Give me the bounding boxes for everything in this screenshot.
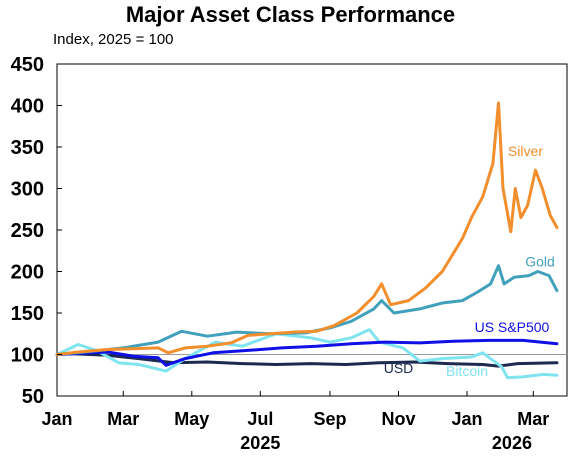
y-tick-label: 250 [11,220,44,242]
y-tick-label: 450 [11,54,44,76]
y-tick-label: 100 [11,345,44,367]
y-tick-label: 150 [11,303,44,325]
series-line-silver [55,101,559,356]
y-tick-label: 200 [11,262,44,284]
chart-subtitle: Index, 2025 = 100 [53,31,174,48]
x-tick-label: May [174,409,209,429]
x-tick-label: Jan [41,409,72,429]
series-line-us-s-p500 [55,338,559,367]
x-tick-label: Mar [517,409,549,429]
axis-layer: 50 100 150 200 250 300 350 400 450 Jan Mar May Jul Se… [11,54,550,453]
series-label-us-s-p500: US S&P500 [475,319,550,335]
y-tick-label: 300 [11,179,44,201]
series-label-bitcoin: Bitcoin [446,363,488,379]
x-tick-label: Jan [452,409,483,429]
y-tick-label: 350 [11,137,44,159]
series-layer [55,101,559,380]
series-label-gold: Gold [525,254,555,270]
x-tick-label: Jul [247,409,273,429]
series-label-silver: Silver [508,143,543,159]
chart-title: Major Asset Class Performance [125,2,456,27]
series-line-bitcoin [55,328,559,380]
x-year-label: 2026 [492,433,532,453]
x-tick-label: Sep [313,409,346,429]
series-line-gold [55,264,559,356]
series-label-layer: Silver Gold US S&P500 USD Bitcoin [384,143,555,379]
x-tick-label: Nov [381,409,415,429]
y-tick-label: 400 [11,96,44,118]
x-tick-label: Mar [107,409,139,429]
x-year-label: 2025 [240,433,280,453]
series-line-usd [55,352,559,368]
series-label-usd: USD [384,360,414,376]
y-tick-label: 50 [22,386,44,408]
